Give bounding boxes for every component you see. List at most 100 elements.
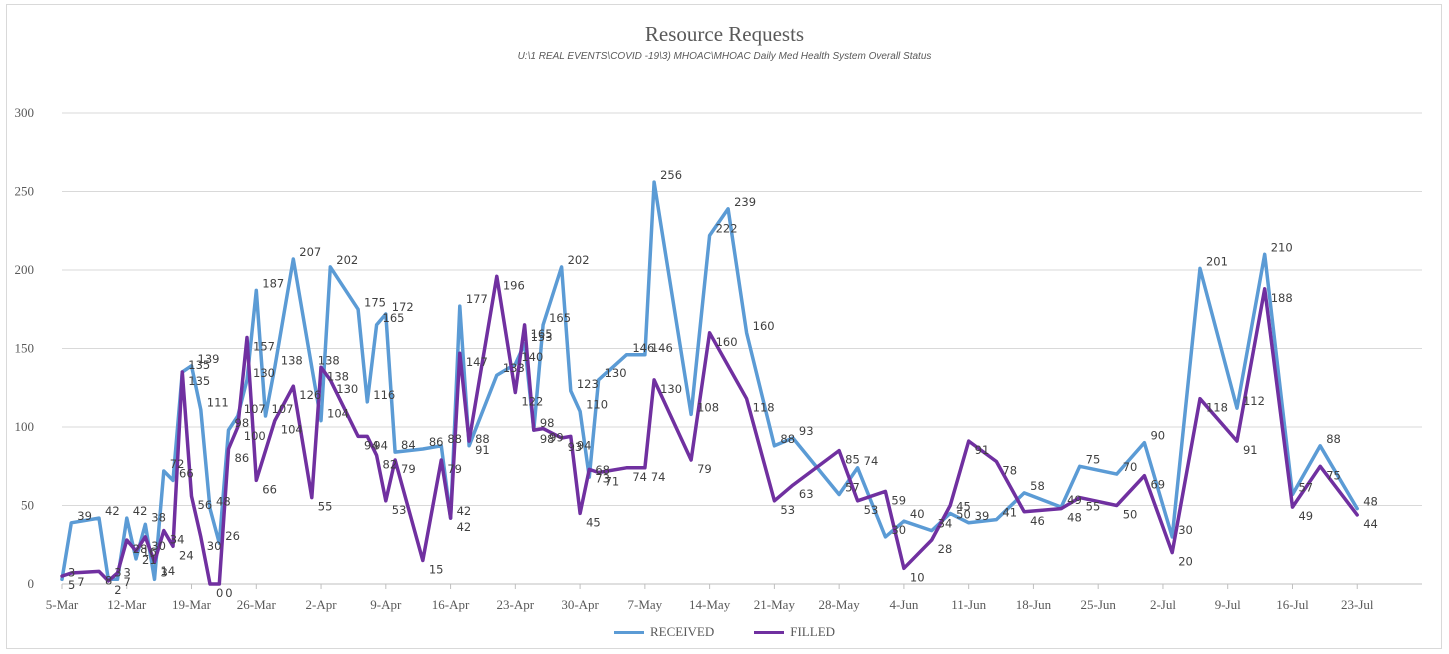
data-label-filled: 130 (336, 382, 358, 396)
data-label-received: 90 (1150, 429, 1165, 443)
data-label-received: 112 (1243, 394, 1265, 408)
data-label-filled: 85 (845, 453, 860, 467)
x-tick-label: 23-Jul (1341, 597, 1374, 612)
data-label-filled: 30 (151, 539, 166, 553)
data-label-filled: 50 (1123, 508, 1138, 522)
data-label-filled: 160 (716, 335, 738, 349)
data-label-filled: 157 (253, 340, 275, 354)
data-label-received: 88 (1326, 432, 1341, 446)
data-label-received: 58 (1030, 479, 1045, 493)
data-label-received: 222 (716, 221, 738, 235)
data-label-filled: 20 (1178, 555, 1193, 569)
data-label-filled: 188 (1271, 291, 1293, 305)
data-label-received: 41 (1002, 506, 1017, 520)
data-label-received: 72 (170, 457, 185, 471)
data-label-filled: 56 (198, 498, 213, 512)
data-label-received: 34 (938, 517, 953, 531)
data-label-received: 88 (447, 432, 462, 446)
x-tick-label: 21-May (754, 597, 796, 612)
data-label-filled: 42 (457, 520, 472, 534)
data-label-filled: 30 (207, 539, 222, 553)
data-label-received: 256 (660, 168, 682, 182)
data-label-filled: 75 (1326, 468, 1341, 482)
data-label-received: 123 (577, 377, 599, 391)
data-label-filled: 165 (531, 327, 553, 341)
data-label-filled: 100 (244, 429, 266, 443)
data-label-received: 165 (383, 311, 405, 325)
data-label-received: 107 (244, 402, 266, 416)
data-labels: 339 423 3421638372661351391114826981071301… (68, 168, 1378, 600)
data-label-received: 86 (429, 435, 444, 449)
data-label-filled: 63 (799, 487, 814, 501)
data-label-filled: 138 (327, 369, 349, 383)
data-label-filled: 0 (216, 586, 223, 600)
data-label-filled: 86 (235, 451, 250, 465)
data-label-filled: 118 (1206, 401, 1228, 415)
data-label-received: 68 (595, 463, 610, 477)
data-label-received: 57 (1298, 481, 1313, 495)
data-label-received: 207 (299, 245, 321, 259)
data-label-filled: 55 (1086, 500, 1101, 514)
x-tick-label: 30-Apr (561, 597, 599, 612)
data-label-filled: 94 (577, 438, 592, 452)
data-label-received: 187 (262, 276, 284, 290)
data-label-received: 107 (272, 402, 294, 416)
data-label-filled: 135 (188, 374, 210, 388)
data-label-filled: 21 (142, 553, 157, 567)
chart-title: Resource Requests (644, 22, 805, 46)
data-label-received: 138 (318, 353, 340, 367)
data-label-received: 160 (753, 319, 775, 333)
data-label-received: 84 (401, 438, 416, 452)
data-label-received: 3 (68, 565, 75, 579)
data-label-filled: 91 (475, 443, 490, 457)
data-label-filled: 46 (1030, 514, 1045, 528)
gridlines (62, 112, 1422, 585)
data-label-filled: 94 (373, 438, 388, 452)
y-tick-label: 200 (15, 262, 35, 277)
data-label-received: 177 (466, 292, 488, 306)
data-label-filled: 147 (466, 355, 488, 369)
x-tick-label: 14-May (689, 597, 731, 612)
x-tick-label: 4-Jun (889, 597, 918, 612)
y-tick-label: 0 (28, 576, 35, 591)
y-axis: 0 50 100 150 200 250 300 (15, 105, 35, 591)
data-label-filled: 5 (68, 578, 75, 592)
data-label-received: 93 (799, 424, 814, 438)
data-label-received: 30 (1178, 523, 1193, 537)
data-label-received: 88 (475, 432, 490, 446)
legend-swatch-received (613, 630, 644, 634)
x-tick-label: 26-Mar (237, 597, 277, 612)
legend-swatch-filled (754, 630, 785, 634)
data-label-received: 40 (910, 507, 925, 521)
data-label-filled: 118 (753, 401, 775, 415)
data-label-filled: 50 (956, 508, 971, 522)
series-line-filled (60, 274, 1359, 586)
data-label-filled: 8 (105, 573, 112, 587)
data-label-received: 39 (975, 509, 990, 523)
x-tick-label: 19-Mar (172, 597, 212, 612)
series-line-received (60, 180, 1359, 582)
data-label-filled: 73 (595, 471, 610, 485)
data-label-received: 26 (225, 529, 240, 543)
data-label-filled: 14 (161, 564, 176, 578)
data-label-received: 175 (364, 295, 386, 309)
x-tick-label: 23-Apr (497, 597, 535, 612)
data-label-received: 140 (521, 350, 543, 364)
chart-frame (6, 4, 1442, 649)
data-label-received: 42 (105, 504, 120, 518)
data-label-received: 48 (216, 495, 231, 509)
data-label-filled: 74 (632, 470, 647, 484)
data-label-received: 3 (161, 565, 168, 579)
data-label-filled: 91 (1243, 443, 1258, 457)
data-label-filled: 59 (891, 493, 906, 507)
data-label-filled: 55 (318, 500, 333, 514)
x-tick-label: 28-May (819, 597, 861, 612)
data-label-received: 130 (605, 366, 627, 380)
data-label-received: 116 (373, 388, 395, 402)
data-label-filled: 94 (364, 438, 379, 452)
data-label-filled: 0 (225, 586, 232, 600)
y-tick-label: 50 (21, 498, 34, 513)
data-label-received: 49 (1067, 493, 1082, 507)
data-label-filled: 48 (1067, 511, 1082, 525)
data-label-filled: 78 (1002, 464, 1017, 478)
